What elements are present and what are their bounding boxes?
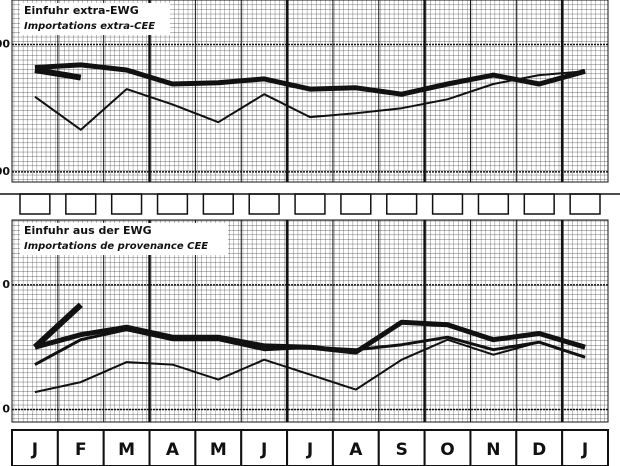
panel-subtitle: Importations de provenance CEE	[24, 241, 208, 252]
separator-box	[431, 193, 464, 215]
x-tick-label: J	[31, 440, 38, 460]
x-tick-label: M	[210, 440, 227, 460]
x-tick-label: A	[166, 440, 180, 460]
separator-box	[523, 193, 555, 215]
series-line	[34, 328, 586, 366]
separator-box	[19, 193, 51, 215]
x-tick-label: O	[440, 440, 454, 460]
separator-box	[202, 193, 234, 215]
separator-box	[156, 193, 189, 215]
series-line	[34, 67, 82, 81]
y-tick-label: 0	[2, 278, 10, 291]
x-tick-label: J	[306, 440, 313, 460]
separator-box	[294, 193, 326, 215]
month-box	[423, 429, 472, 466]
separator-box	[569, 193, 601, 215]
x-tick-label: D	[532, 440, 546, 460]
title-box	[20, 223, 228, 255]
x-tick-label: J	[581, 440, 588, 460]
y-tick-label: 00	[0, 165, 10, 178]
month-box	[377, 429, 426, 466]
series-line	[34, 338, 586, 394]
separator-box	[386, 193, 418, 215]
y-tick-label: 00	[0, 38, 10, 51]
x-tick-label: S	[396, 440, 408, 460]
title-box	[20, 3, 170, 35]
x-tick-label: J	[260, 440, 267, 460]
separator-box	[340, 193, 372, 215]
x-tick-label: F	[75, 440, 87, 460]
month-box	[469, 429, 518, 466]
x-tick-label: M	[118, 440, 135, 460]
month-box	[56, 429, 105, 466]
month-box	[240, 429, 289, 466]
separator-box	[65, 193, 97, 215]
separator-box	[248, 193, 280, 215]
panel-subtitle: Importations extra-CEE	[24, 21, 155, 32]
y-tick-label: 0	[2, 403, 10, 416]
separator-box	[110, 193, 143, 215]
separator-box	[477, 193, 510, 215]
panel-title: Einfuhr extra-EWG	[24, 4, 139, 17]
panel-title: Einfuhr aus der EWG	[24, 224, 152, 237]
month-box	[561, 429, 610, 466]
month-box	[11, 429, 59, 466]
series-line	[34, 70, 586, 131]
month-box	[515, 429, 564, 466]
month-box	[148, 429, 197, 466]
x-tick-label: N	[486, 440, 500, 460]
series-line	[32, 302, 83, 350]
series-line	[34, 62, 586, 97]
x-tick-label: A	[349, 440, 363, 460]
